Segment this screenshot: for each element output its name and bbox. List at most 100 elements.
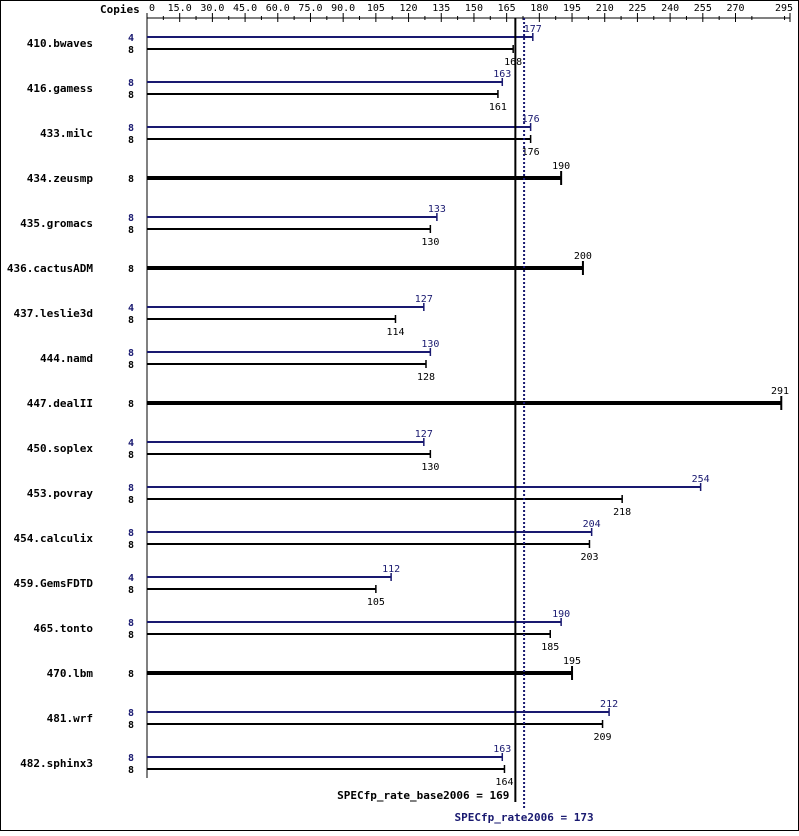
- x-tick-label: 210: [596, 3, 614, 14]
- base-copies-label: 8: [128, 630, 134, 641]
- base-value-label: 161: [489, 102, 507, 113]
- peak-copies-label: 4: [128, 303, 134, 314]
- x-tick-label: 30.0: [200, 3, 224, 14]
- benchmark-label: 433.milc: [40, 127, 93, 140]
- benchmark-label: 470.lbm: [47, 667, 94, 680]
- peak-value-label: 177: [524, 24, 542, 35]
- base-value-label: 176: [522, 147, 540, 158]
- x-tick-label: 135: [432, 3, 450, 14]
- base-copies-label: 8: [128, 135, 134, 146]
- peak-copies-label: 4: [128, 33, 134, 44]
- base-copies-label: 8: [128, 90, 134, 101]
- peak-value-label: 133: [428, 204, 446, 215]
- base-value-label: 114: [386, 327, 404, 338]
- benchmark-label: 450.soplex: [27, 442, 94, 455]
- base-copies-label: 8: [128, 765, 134, 776]
- base-copies-label: 8: [128, 174, 134, 185]
- base-value-label: 203: [580, 552, 598, 563]
- peak-value-label: 176: [522, 114, 540, 125]
- peak-value-label: 190: [552, 609, 570, 620]
- benchmark-label: 465.tonto: [33, 622, 93, 635]
- benchmark-label: 453.povray: [27, 487, 94, 500]
- base-value-label: 200: [574, 251, 592, 262]
- benchmark-label: 481.wrf: [47, 712, 93, 725]
- benchmark-label: 459.GemsFDTD: [14, 577, 94, 590]
- x-tick-label: 295: [775, 3, 793, 14]
- base-copies-label: 8: [128, 585, 134, 596]
- x-tick-label: 225: [628, 3, 646, 14]
- base-value-label: 130: [421, 462, 439, 473]
- peak-copies-label: 8: [128, 528, 134, 539]
- base-value-label: 164: [495, 777, 513, 788]
- base-copies-label: 8: [128, 45, 134, 56]
- base-copies-label: 8: [128, 264, 134, 275]
- x-tick-label: 45.0: [233, 3, 257, 14]
- peak-value-label: 204: [583, 519, 601, 530]
- x-tick-label: 15.0: [168, 3, 192, 14]
- peak-copies-label: 4: [128, 438, 134, 449]
- benchmark-label: 410.bwaves: [27, 37, 93, 50]
- x-tick-label: 60.0: [266, 3, 290, 14]
- peak-value-label: 127: [415, 429, 433, 440]
- x-tick-label: 195: [563, 3, 581, 14]
- base-value-label: 168: [504, 57, 522, 68]
- base-copies-label: 8: [128, 225, 134, 236]
- peak-copies-label: 4: [128, 573, 134, 584]
- x-tick-label: 150: [465, 3, 483, 14]
- base-copies-label: 8: [128, 450, 134, 461]
- base-copies-label: 8: [128, 669, 134, 680]
- benchmark-label: 436.cactusADM: [7, 262, 93, 275]
- peak-value-label: 212: [600, 699, 618, 710]
- base-value-label: 209: [594, 732, 612, 743]
- peak-value-label: 127: [415, 294, 433, 305]
- peak-copies-label: 8: [128, 213, 134, 224]
- base-value-label: 218: [613, 507, 631, 518]
- benchmark-label: 416.gamess: [27, 82, 93, 95]
- peak-value-label: 163: [493, 744, 511, 755]
- peak-copies-label: 8: [128, 618, 134, 629]
- peak-value-label: 163: [493, 69, 511, 80]
- x-tick-label: 0: [149, 3, 155, 14]
- peak-copies-label: 8: [128, 708, 134, 719]
- base-copies-label: 8: [128, 540, 134, 551]
- base-copies-label: 8: [128, 495, 134, 506]
- benchmark-label: 437.leslie3d: [14, 307, 93, 320]
- x-tick-label: 75.0: [298, 3, 322, 14]
- x-tick-label: 120: [400, 3, 418, 14]
- base-value-label: 291: [771, 386, 789, 397]
- x-tick-label: 255: [694, 3, 712, 14]
- x-tick-label: 240: [661, 3, 679, 14]
- benchmark-label: 454.calculix: [14, 532, 94, 545]
- peak-copies-label: 8: [128, 753, 134, 764]
- benchmark-label: 435.gromacs: [20, 217, 93, 230]
- base-reference-label: SPECfp_rate_base2006 = 169: [337, 789, 509, 802]
- x-axis-label: Copies: [100, 3, 140, 16]
- base-copies-label: 8: [128, 360, 134, 371]
- base-value-label: 128: [417, 372, 435, 383]
- base-value-label: 130: [421, 237, 439, 248]
- base-copies-label: 8: [128, 315, 134, 326]
- base-value-label: 185: [541, 642, 559, 653]
- base-copies-label: 8: [128, 720, 134, 731]
- peak-copies-label: 8: [128, 483, 134, 494]
- benchmark-label: 434.zeusmp: [27, 172, 94, 185]
- x-tick-label: 165: [498, 3, 516, 14]
- x-tick-label: 105: [367, 3, 385, 14]
- benchmark-label: 444.namd: [40, 352, 93, 365]
- base-value-label: 190: [552, 161, 570, 172]
- peak-reference-label: SPECfp_rate2006 = 173: [455, 811, 594, 824]
- x-tick-label: 270: [726, 3, 744, 14]
- peak-value-label: 254: [692, 474, 710, 485]
- base-value-label: 105: [367, 597, 385, 608]
- benchmark-label: 447.dealII: [27, 397, 93, 410]
- benchmark-label: 482.sphinx3: [20, 757, 93, 770]
- x-tick-label: 180: [530, 3, 548, 14]
- peak-copies-label: 8: [128, 78, 134, 89]
- x-tick-label: 90.0: [331, 3, 355, 14]
- peak-copies-label: 8: [128, 348, 134, 359]
- base-value-label: 195: [563, 656, 581, 667]
- peak-value-label: 112: [382, 564, 400, 575]
